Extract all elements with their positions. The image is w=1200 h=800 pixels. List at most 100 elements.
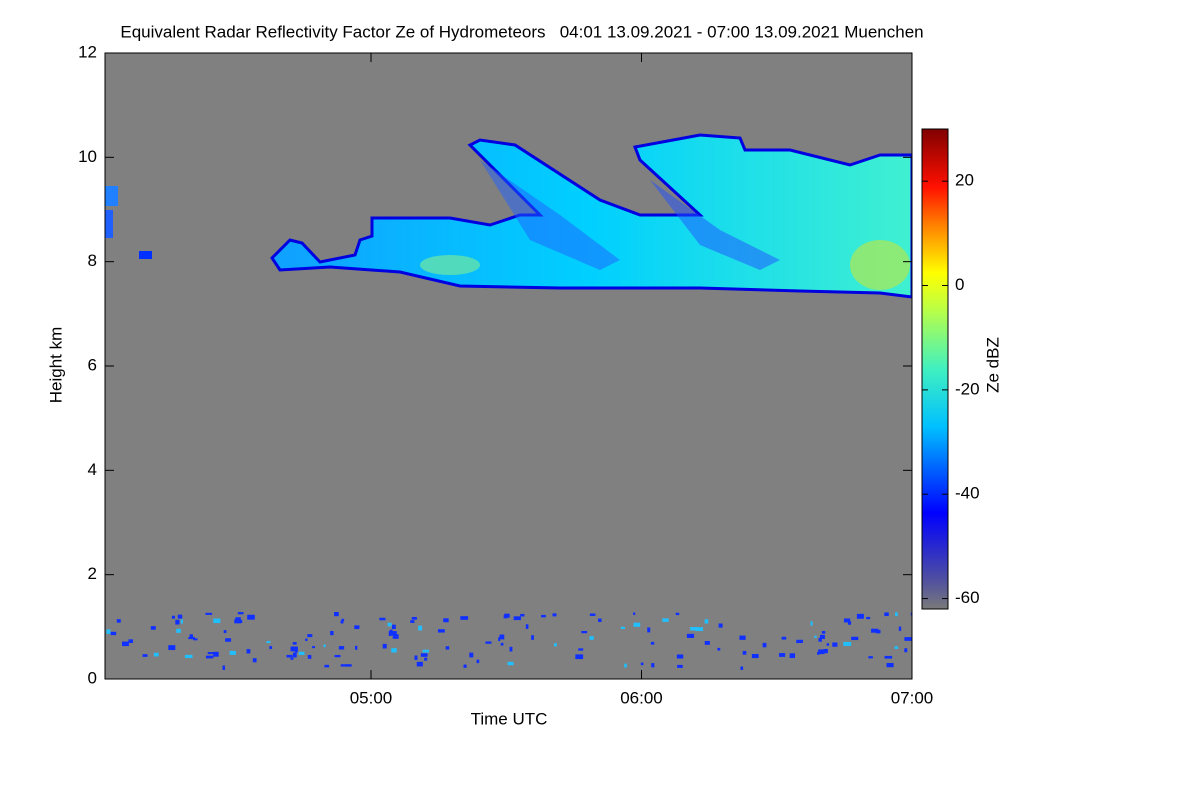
echo-speck [819, 634, 825, 639]
echo-speck [177, 614, 183, 619]
echo-core [850, 240, 910, 290]
echo-speck [647, 627, 651, 633]
echo-speck [525, 624, 529, 629]
y-tick-label: 0 [88, 668, 97, 687]
echo-speck [410, 620, 415, 623]
echo-speck [476, 659, 480, 664]
echo-speck [575, 654, 584, 660]
echo-speck [751, 653, 759, 659]
echo-speck [704, 641, 710, 645]
echo-speck [554, 643, 557, 647]
echo-speck [323, 644, 326, 648]
echo-speck [895, 612, 898, 617]
y-tick-label: 6 [88, 355, 97, 374]
echo-speck [779, 653, 786, 657]
echo-speck [355, 645, 358, 650]
echo-speck [509, 646, 513, 652]
echo-speck [578, 648, 584, 651]
echo-speck [463, 664, 467, 668]
colorbar-tick-label: -40 [955, 484, 980, 503]
echo-core [480, 160, 620, 270]
echo-speck [121, 641, 129, 647]
echo-core [420, 255, 480, 275]
echo-speck [704, 619, 709, 624]
echo-speck [886, 662, 894, 668]
echo-speck [662, 618, 669, 622]
echo-speck [382, 643, 387, 649]
echo-speck [334, 654, 341, 658]
echo-speck [499, 634, 505, 640]
echo-speck [686, 633, 695, 638]
echo-speck [106, 629, 111, 634]
echo-speck [904, 648, 908, 653]
echo-speck [832, 642, 838, 647]
echo-speck [620, 626, 625, 629]
echo-core [650, 180, 780, 270]
echo-speck [229, 650, 236, 655]
echo-speck [762, 642, 767, 648]
echo-speck [690, 627, 699, 631]
echo-speck [498, 637, 501, 642]
echo-speck [818, 637, 822, 642]
echo-speck [437, 629, 445, 633]
echo-speck [485, 641, 492, 644]
echo-speck [821, 630, 826, 634]
echo-speck [388, 631, 397, 636]
echo-speck [305, 638, 308, 641]
echo-speck [128, 639, 134, 643]
echo-speck [266, 641, 271, 644]
echo-speck [324, 664, 330, 668]
echo-speck [292, 642, 297, 645]
echo-cloud [105, 210, 113, 238]
echo-speck [742, 650, 747, 655]
echo-speck [847, 621, 852, 625]
echo-speck [598, 618, 602, 622]
echo-speck [541, 614, 546, 618]
y-tick-label: 2 [88, 564, 97, 583]
echo-speck [237, 612, 244, 615]
echo-speck [843, 618, 851, 623]
echo-speck [171, 615, 176, 619]
echo-speck [823, 648, 828, 654]
echo-speck [677, 664, 683, 668]
echo-speck [810, 621, 813, 626]
y-axis-label: Height km [46, 327, 65, 404]
echo-speck [411, 616, 417, 620]
echo-speck [392, 634, 399, 639]
echo-speck [142, 654, 148, 657]
echo-speck [286, 654, 293, 658]
echo-speck [153, 652, 159, 657]
echo-speck [205, 655, 214, 659]
echo-speck [225, 638, 232, 642]
echo-speck [290, 646, 298, 652]
echo-speck [651, 663, 655, 668]
echo-speck [414, 655, 418, 660]
echo-speck [307, 634, 313, 638]
echo-speck [341, 618, 345, 622]
echo-speck [180, 619, 183, 624]
echo-speck [868, 656, 873, 659]
echo-speck [624, 663, 627, 668]
echo-speck [894, 646, 899, 649]
echo-speck [184, 654, 193, 659]
echo-speck [589, 613, 596, 616]
echo-field [105, 133, 912, 670]
echo-speck [175, 619, 180, 625]
echo-speck [695, 627, 704, 632]
echo-speck [910, 612, 912, 616]
echo-speck [292, 652, 297, 658]
y-tick-label: 8 [88, 251, 97, 270]
echo-speck [856, 613, 864, 619]
echo-speck [312, 646, 315, 649]
echo-speck [513, 616, 521, 621]
echo-speck [338, 646, 345, 650]
echo-speck [851, 636, 859, 641]
chart-title: Equivalent Radar Reflectivity Factor Ze … [120, 22, 923, 41]
echo-speck [252, 658, 257, 663]
echo-speck [193, 638, 198, 641]
echo-speck [340, 664, 348, 667]
echo-speck [422, 649, 430, 653]
echo-cloud [105, 186, 118, 206]
echo-speck [781, 636, 787, 640]
